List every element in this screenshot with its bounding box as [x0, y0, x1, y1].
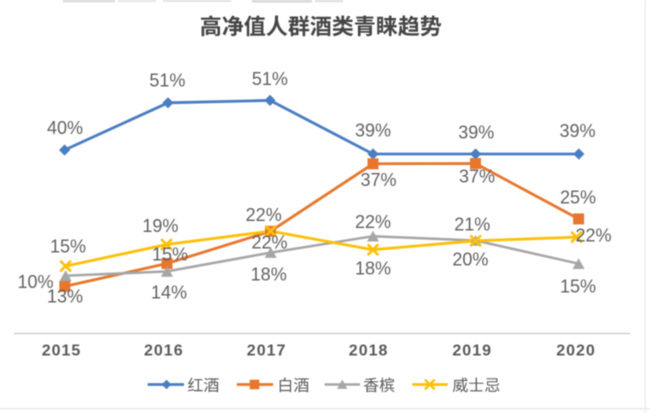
svg-text:22%: 22%: [251, 232, 287, 252]
svg-text:21%: 21%: [454, 215, 490, 235]
svg-text:20%: 20%: [452, 250, 488, 270]
svg-text:2019: 2019: [452, 343, 492, 360]
svg-text:14%: 14%: [151, 282, 187, 302]
svg-text:22%: 22%: [575, 225, 611, 245]
svg-text:37%: 37%: [459, 166, 495, 186]
svg-text:18%: 18%: [355, 258, 391, 278]
svg-text:39%: 39%: [355, 120, 391, 140]
svg-text:2015: 2015: [42, 343, 82, 360]
svg-text:22%: 22%: [355, 212, 391, 232]
svg-text:15%: 15%: [560, 276, 596, 296]
svg-text:39%: 39%: [559, 121, 595, 141]
svg-text:2020: 2020: [556, 343, 596, 360]
svg-text:15%: 15%: [152, 244, 188, 264]
svg-text:37%: 37%: [360, 170, 396, 190]
svg-text:40%: 40%: [47, 118, 83, 138]
svg-text:13%: 13%: [47, 286, 83, 306]
svg-text:51%: 51%: [252, 69, 288, 89]
svg-text:2016: 2016: [144, 343, 184, 360]
svg-text:15%: 15%: [50, 236, 86, 256]
svg-text:39%: 39%: [458, 122, 494, 142]
svg-text:18%: 18%: [251, 264, 287, 284]
svg-text:25%: 25%: [560, 187, 596, 207]
svg-text:2017: 2017: [247, 343, 287, 360]
svg-text:10%: 10%: [17, 272, 53, 292]
svg-text:2018: 2018: [349, 343, 389, 360]
svg-text:22%: 22%: [246, 205, 282, 225]
svg-text:19%: 19%: [142, 216, 178, 236]
svg-text:51%: 51%: [149, 70, 185, 90]
